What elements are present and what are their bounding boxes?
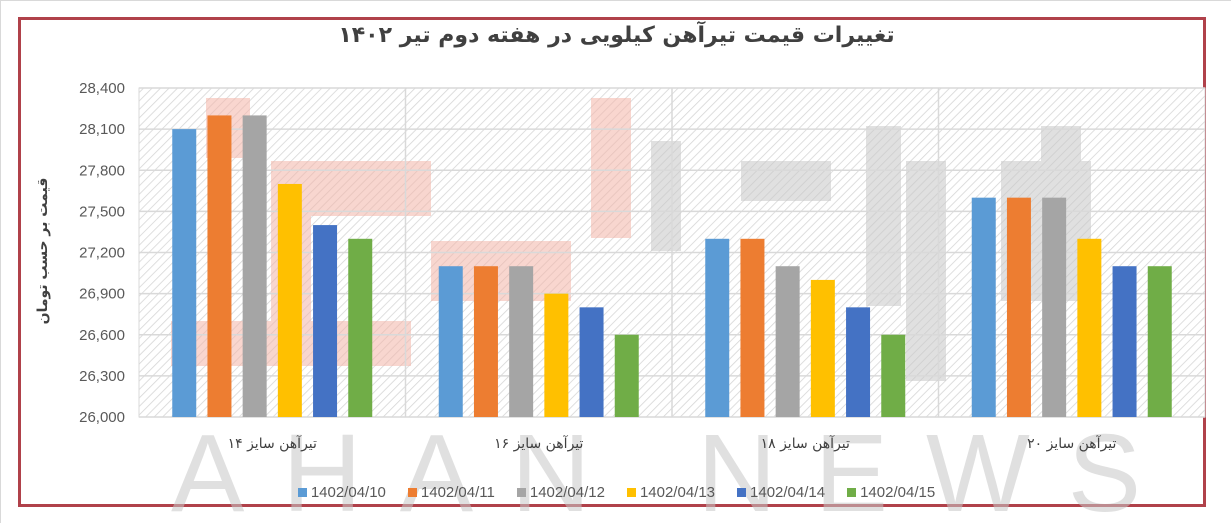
legend-label: 1402/04/11 <box>420 484 495 501</box>
bar <box>740 238 765 417</box>
ahan-news-watermark: AHAN NEWS <box>171 98 1179 524</box>
bar <box>971 197 996 417</box>
bar <box>544 293 569 417</box>
legend-item: 1402/04/14 <box>737 484 825 501</box>
x-category-label: تیرآهن سایز ۲۰ <box>1027 435 1116 452</box>
legend-swatch-icon <box>847 488 857 497</box>
x-category-label: تیرآهن سایز ۱۸ <box>761 435 850 452</box>
y-tick-label: 27,200 <box>79 245 125 262</box>
legend: 1402/04/10 1402/04/11 1402/04/12 1402/04/13… <box>1 484 1231 501</box>
bar <box>172 129 197 417</box>
y-tick-label: 28,100 <box>79 121 125 138</box>
legend-item: 1402/04/15 <box>847 484 935 501</box>
bar <box>810 279 835 417</box>
legend-item: 1402/04/11 <box>407 484 495 501</box>
chart-title: تغییرات قیمت تیرآهن کیلویی در هفته دوم ت… <box>338 23 895 48</box>
legend-item: 1402/04/13 <box>626 484 716 501</box>
y-tick-label: 26,000 <box>79 409 125 426</box>
y-tick-label: 27,500 <box>79 203 125 220</box>
bar <box>775 266 800 417</box>
y-axis-ticks: 26,000 26,300 26,600 26,900 27,200 27,500 27,8… <box>79 80 125 426</box>
legend-label: 1402/04/13 <box>639 484 716 501</box>
y-axis-title: قیمت بر حسب تومان <box>35 177 51 325</box>
bar <box>277 183 302 417</box>
bar <box>846 307 871 417</box>
bar <box>242 115 267 418</box>
legend-label: 1402/04/15 <box>860 484 936 501</box>
y-tick-label: 26,600 <box>79 327 125 344</box>
bar <box>207 115 232 418</box>
legend-swatch-icon <box>516 488 526 497</box>
bar <box>881 334 906 417</box>
bar <box>705 238 730 417</box>
legend-item: 1402/04/12 <box>516 484 605 501</box>
legend-label: 1402/04/10 <box>310 484 386 501</box>
legend-label: 1402/04/12 <box>529 484 605 501</box>
y-tick-label: 26,300 <box>79 368 125 385</box>
x-axis-categories: تیرآهن سایز ۱۴ تیرآهن سایز ۱۶ تیرآهن سایز … <box>228 435 1117 452</box>
x-category-label: تیرآهن سایز ۱۴ <box>228 435 317 452</box>
bar <box>579 307 604 417</box>
bar <box>1077 238 1102 417</box>
legend-label: 1402/04/14 <box>750 484 826 501</box>
y-tick-label: 27,800 <box>79 162 125 179</box>
bar <box>438 266 463 417</box>
bar <box>1112 266 1137 417</box>
legend-swatch-icon <box>737 488 747 497</box>
legend-item: 1402/04/10 <box>297 484 386 501</box>
bar <box>1147 266 1172 417</box>
bar <box>509 266 534 417</box>
bar-series <box>172 115 1172 418</box>
legend-swatch-icon <box>626 488 636 497</box>
bar <box>473 266 498 417</box>
bar <box>313 225 338 417</box>
legend-swatch-icon <box>297 488 307 497</box>
bar <box>614 334 639 417</box>
bar <box>1006 197 1031 417</box>
bar <box>348 238 373 417</box>
y-tick-label: 26,900 <box>79 286 125 303</box>
svg-text:AHAN NEWS: AHAN NEWS <box>171 412 1179 524</box>
y-tick-label: 28,400 <box>79 80 125 97</box>
legend-swatch-icon <box>407 488 417 497</box>
x-category-label: تیرآهن سایز ۱۶ <box>494 435 583 452</box>
bar <box>1042 197 1067 417</box>
